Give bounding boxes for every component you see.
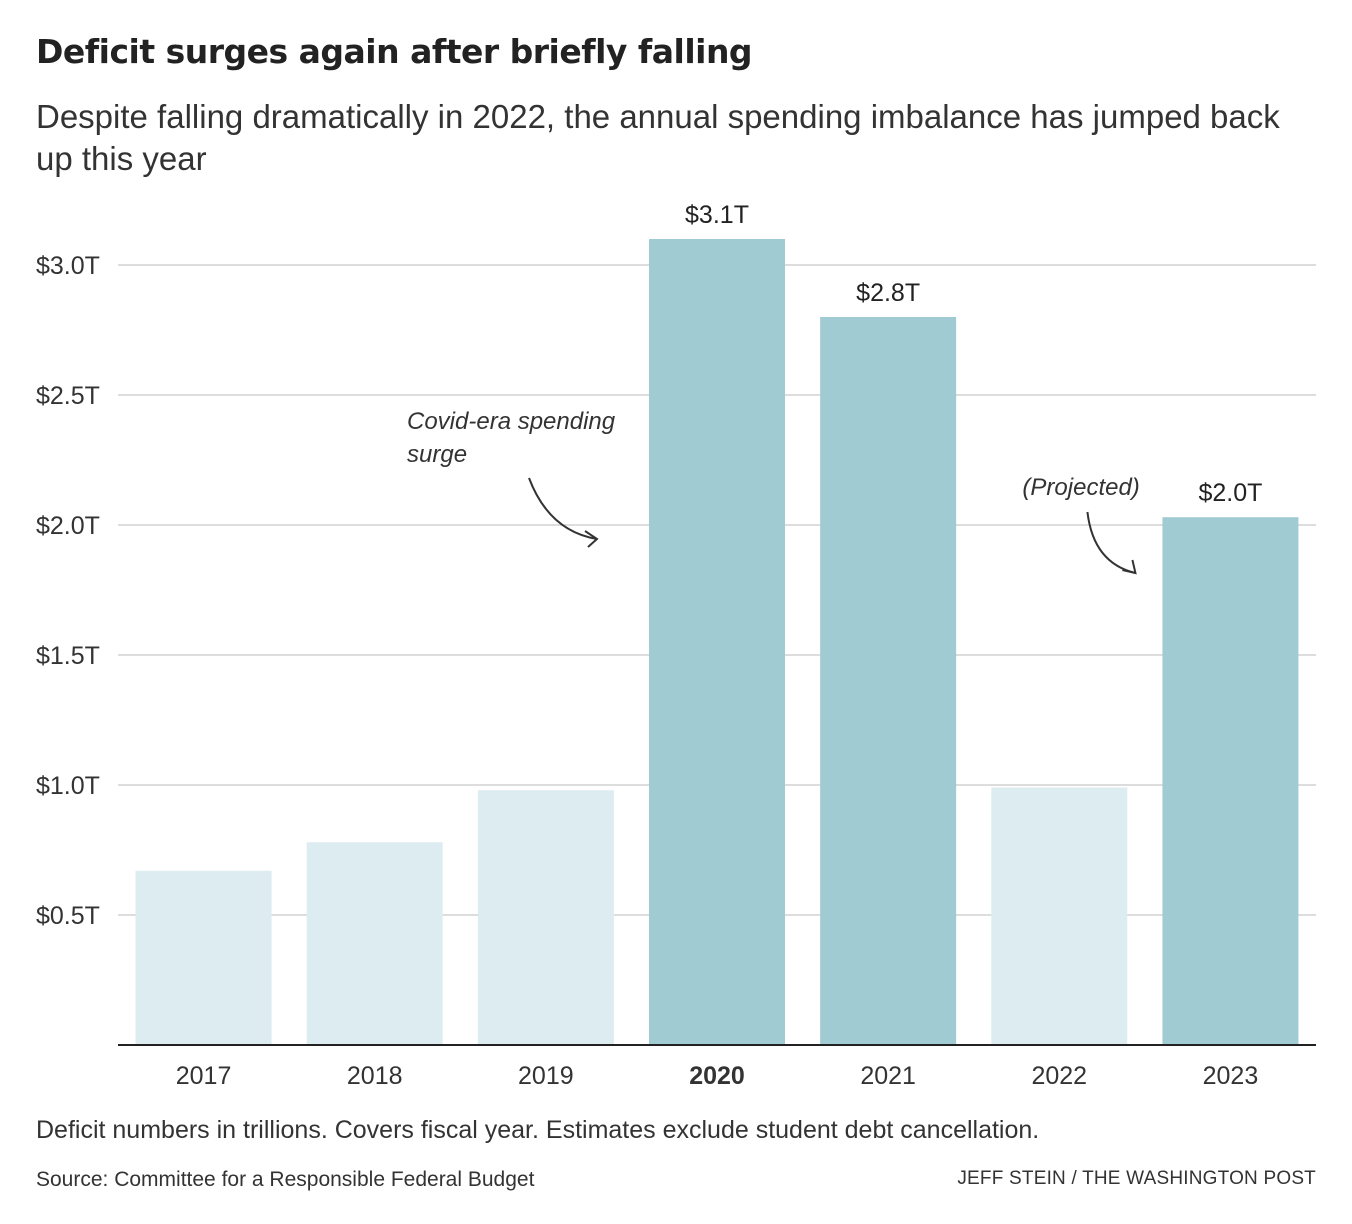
bar-2018: [306, 842, 443, 1045]
x-tick-label: 2020: [689, 1062, 745, 1090]
x-tick-label: 2019: [518, 1062, 574, 1090]
bar-value-label: $3.1T: [685, 201, 749, 229]
y-tick-label: $1.0T: [36, 772, 100, 800]
bar-value-label: $2.8T: [856, 279, 920, 307]
chart-source: Source: Committee for a Responsible Fede…: [36, 1168, 535, 1191]
bars: [135, 239, 1299, 1045]
bar-2017: [135, 870, 272, 1045]
annotation-arrowhead: [1122, 559, 1137, 575]
x-tick-label: 2017: [176, 1062, 232, 1090]
bar-2021: [820, 317, 957, 1045]
annotation-arrow: [1086, 511, 1136, 574]
y-tick-label: $1.5T: [36, 642, 100, 670]
y-tick-label: $0.5T: [36, 902, 100, 930]
bar-2022: [991, 787, 1128, 1045]
x-tick-label: 2022: [1031, 1062, 1087, 1090]
annotation-text: Covid-era spending: [407, 408, 616, 435]
x-tick-label: 2018: [347, 1062, 403, 1090]
chart-title: Deficit surges again after briefly falli…: [36, 32, 753, 71]
bar-chart: $0.5T$1.0T$1.5T$2.0T$2.5T$3.0T 2017 2018 2…: [36, 201, 1316, 1090]
chart-credit: JEFF STEIN / THE WASHINGTON POST: [957, 1168, 1316, 1189]
chart-subtitle: Despite falling dramatically in 2022, th…: [36, 98, 1280, 177]
annotation-arrowhead: [584, 530, 599, 548]
bar-2020: [649, 239, 785, 1045]
y-tick-label: $3.0T: [36, 252, 100, 280]
annotations: Covid-era spending surge (Projected): [407, 408, 1140, 575]
bar-2019: [477, 790, 614, 1045]
bar-value-label: $2.0T: [1198, 479, 1262, 507]
annotation-arrow: [528, 477, 598, 540]
annotation-text: surge: [407, 441, 467, 468]
annotation-text: (Projected): [1022, 474, 1139, 501]
x-tick-label: 2023: [1203, 1062, 1259, 1090]
y-tick-label: $2.5T: [36, 382, 100, 410]
bar-2023: [1162, 517, 1299, 1045]
axes: 2017 2018 2019 2020 2021 2022 2023: [118, 1044, 1316, 1090]
chart-note: Deficit numbers in trillions. Covers fis…: [36, 1116, 1040, 1144]
y-tick-label: $2.0T: [36, 512, 100, 540]
x-tick-label: 2021: [860, 1062, 916, 1090]
bar-value-labels: $3.1T $2.8T $2.0T: [685, 201, 1262, 507]
